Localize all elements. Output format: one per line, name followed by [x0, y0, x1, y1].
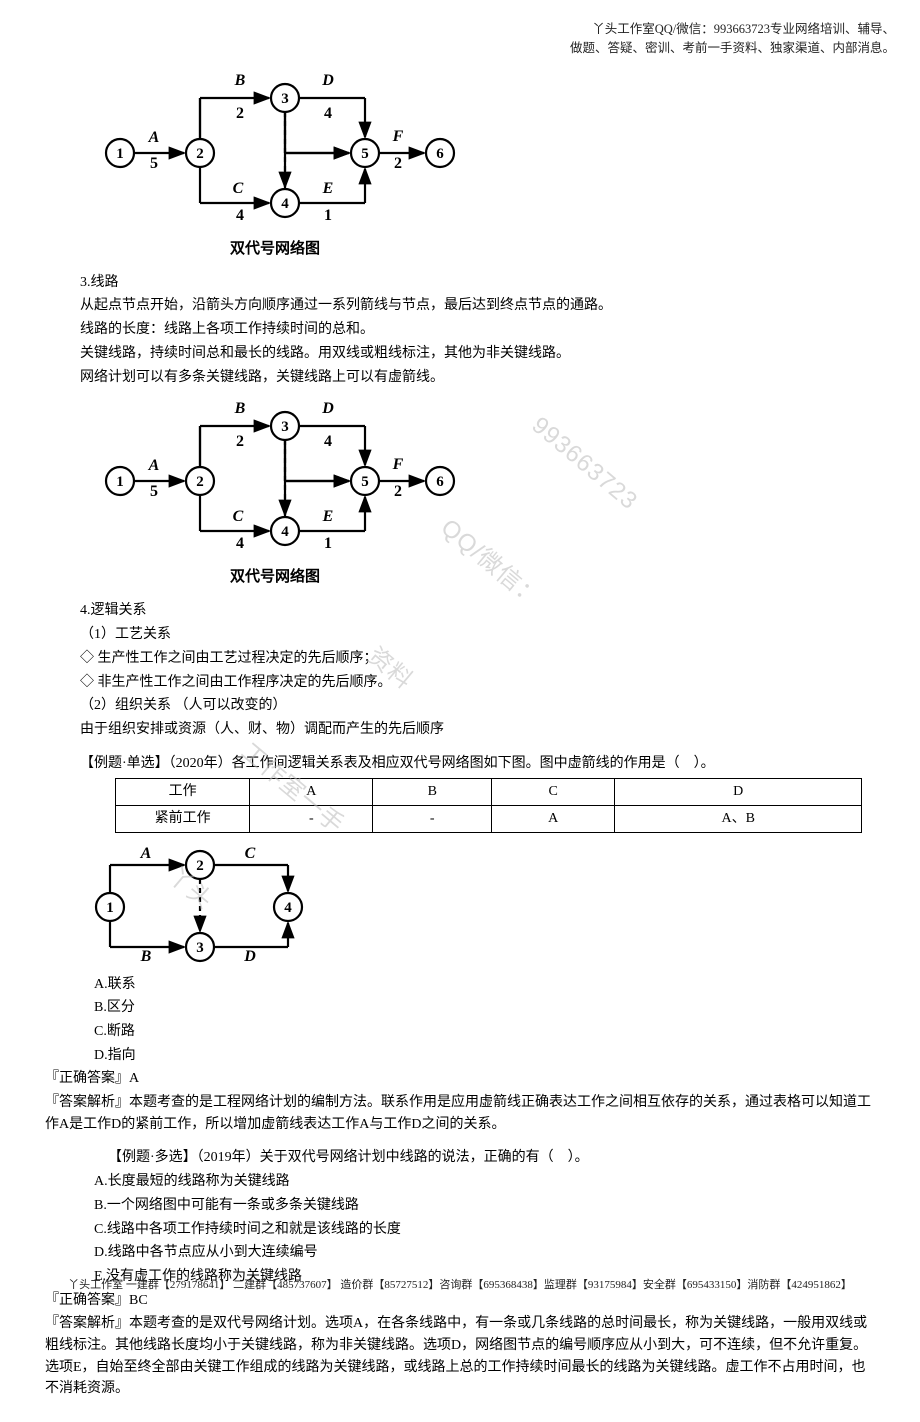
relation-table: 工作 A B C D 紧前工作 - - A A、B: [115, 778, 862, 832]
td-C: A: [492, 805, 615, 832]
svg-text:C: C: [233, 180, 244, 197]
ex1-diagram: A B C D 1 2 3 4: [80, 837, 875, 972]
ex1-opt-a: A.联系: [94, 974, 875, 996]
svg-text:C: C: [233, 508, 244, 525]
svg-text:4: 4: [324, 105, 332, 122]
svg-text:4: 4: [281, 196, 289, 212]
th-B: B: [373, 779, 492, 806]
th-C: C: [492, 779, 615, 806]
ex2-opt-a: A.长度最短的线路称为关键线路: [94, 1171, 875, 1193]
svg-text:1: 1: [324, 207, 332, 224]
svg-text:1: 1: [116, 146, 124, 162]
ex2-stem: 【例题·多选】（2019年）关于双代号网络计划中线路的说法，正确的有（ ）。: [80, 1147, 875, 1169]
td-B: -: [373, 805, 492, 832]
svg-text:3: 3: [281, 419, 289, 435]
svg-text:2: 2: [394, 483, 402, 500]
sec3-p3: 关键线路，持续时间总和最长的线路。用双线或粗线标注，其他为非关键线路。: [80, 343, 875, 365]
sec4-p2: ◇ 非生产性工作之间由工作程序决定的先后顺序。: [80, 672, 875, 694]
svg-text:3: 3: [196, 940, 204, 956]
ex1-opt-c: C.断路: [94, 1021, 875, 1043]
svg-text:1: 1: [324, 535, 332, 552]
svg-text:A: A: [148, 129, 160, 146]
svg-text:F: F: [392, 456, 404, 473]
svg-text:4: 4: [281, 524, 289, 540]
sec4-sub1: （1）工艺关系: [80, 624, 875, 646]
td-prev: 紧前工作: [116, 805, 250, 832]
diagram2-caption: 双代号网络图: [80, 565, 470, 588]
svg-text:5: 5: [361, 474, 369, 490]
svg-text:2: 2: [196, 474, 204, 490]
ex2-explain: 『答案解析』本题考查的是双代号网络计划。选项A，在各条线路中，有一条或几条线路的…: [45, 1313, 875, 1400]
sec4-p1: ◇ 生产性工作之间由工艺过程决定的先后顺序；: [80, 648, 875, 670]
ex1-answer: 『正确答案』A: [45, 1068, 875, 1090]
ex1-explain: 『答案解析』本题考查的是工程网络计划的编制方法。联系作用是应用虚箭线正确表达工作…: [45, 1092, 875, 1135]
svg-text:4: 4: [284, 900, 292, 916]
td-A: -: [250, 805, 373, 832]
sec3-p4: 网络计划可以有多条关键线路，关键线路上可以有虚箭线。: [80, 367, 875, 389]
svg-text:C: C: [245, 845, 256, 862]
ex2-opt-b: B.一个网络图中可能有一条或多条关键线路: [94, 1195, 875, 1217]
header-line1: 丫头工作室QQ/微信：993663723专业网络培训、辅导、: [592, 22, 895, 36]
svg-text:5: 5: [150, 155, 158, 172]
svg-text:4: 4: [236, 207, 244, 224]
sec4-sub2: （2）组织关系 （人可以改变的）: [80, 695, 875, 717]
network-diagram-1: A 5 B 2 C 4 D 4 E 1 F 2 1 2 3 4 5 6 双代号网络图: [80, 68, 875, 260]
svg-text:F: F: [392, 128, 404, 145]
diagram1-caption: 双代号网络图: [80, 237, 470, 260]
svg-text:2: 2: [196, 146, 204, 162]
svg-text:B: B: [234, 72, 246, 89]
sec4-p3: 由于组织安排或资源（人、财、物）调配而产生的先后顺序: [80, 719, 875, 741]
svg-text:6: 6: [436, 474, 444, 490]
svg-text:2: 2: [236, 433, 244, 450]
td-D: A、B: [615, 805, 862, 832]
svg-text:4: 4: [236, 535, 244, 552]
svg-text:1: 1: [116, 474, 124, 490]
th-A: A: [250, 779, 373, 806]
th-D: D: [615, 779, 862, 806]
svg-text:2: 2: [236, 105, 244, 122]
ex1-stem: 【例题·单选】（2020年）各工作间逻辑关系表及相应双代号网络图如下图。图中虚箭…: [80, 753, 875, 775]
svg-text:1: 1: [106, 900, 114, 916]
ex2-opt-d: D.线路中各节点应从小到大连续编号: [94, 1242, 875, 1264]
network-diagram-2: A 5 B 2 C 4 D 4 E 1 F 2 1 2 3 4 5 6 双代号网络图: [80, 396, 875, 588]
svg-text:E: E: [322, 508, 334, 525]
svg-text:B: B: [140, 948, 152, 965]
footer: 丫头工作室 一建群【279178641】 二建群【485737607】 造价群【…: [0, 1277, 920, 1294]
svg-text:3: 3: [281, 91, 289, 107]
svg-text:A: A: [148, 457, 160, 474]
ex1-opt-b: B.区分: [94, 997, 875, 1019]
header-line2: 做题、答疑、密训、考前一手资料、独家渠道、内部消息。: [570, 41, 895, 55]
svg-text:D: D: [243, 948, 256, 965]
svg-text:B: B: [234, 400, 246, 417]
th-work: 工作: [116, 779, 250, 806]
svg-text:2: 2: [394, 155, 402, 172]
svg-text:6: 6: [436, 146, 444, 162]
sec4-title: 4.逻辑关系: [80, 600, 875, 622]
sec3-p1: 从起点节点开始，沿箭头方向顺序通过一系列箭线与节点，最后达到终点节点的通路。: [80, 295, 875, 317]
svg-text:5: 5: [150, 483, 158, 500]
sec3-p2: 线路的长度：线路上各项工作持续时间的总和。: [80, 319, 875, 341]
ex2-opt-c: C.线路中各项工作持续时间之和就是该线路的长度: [94, 1219, 875, 1241]
ex1-opt-d: D.指向: [94, 1045, 875, 1067]
svg-text:D: D: [321, 400, 334, 417]
svg-text:D: D: [321, 72, 334, 89]
svg-text:2: 2: [196, 858, 204, 874]
sec3-title: 3.线路: [80, 272, 875, 294]
svg-text:5: 5: [361, 146, 369, 162]
header-info: 丫头工作室QQ/微信：993663723专业网络培训、辅导、 做题、答疑、密训、…: [80, 20, 895, 58]
svg-text:E: E: [322, 180, 334, 197]
svg-text:A: A: [140, 845, 152, 862]
svg-text:4: 4: [324, 433, 332, 450]
